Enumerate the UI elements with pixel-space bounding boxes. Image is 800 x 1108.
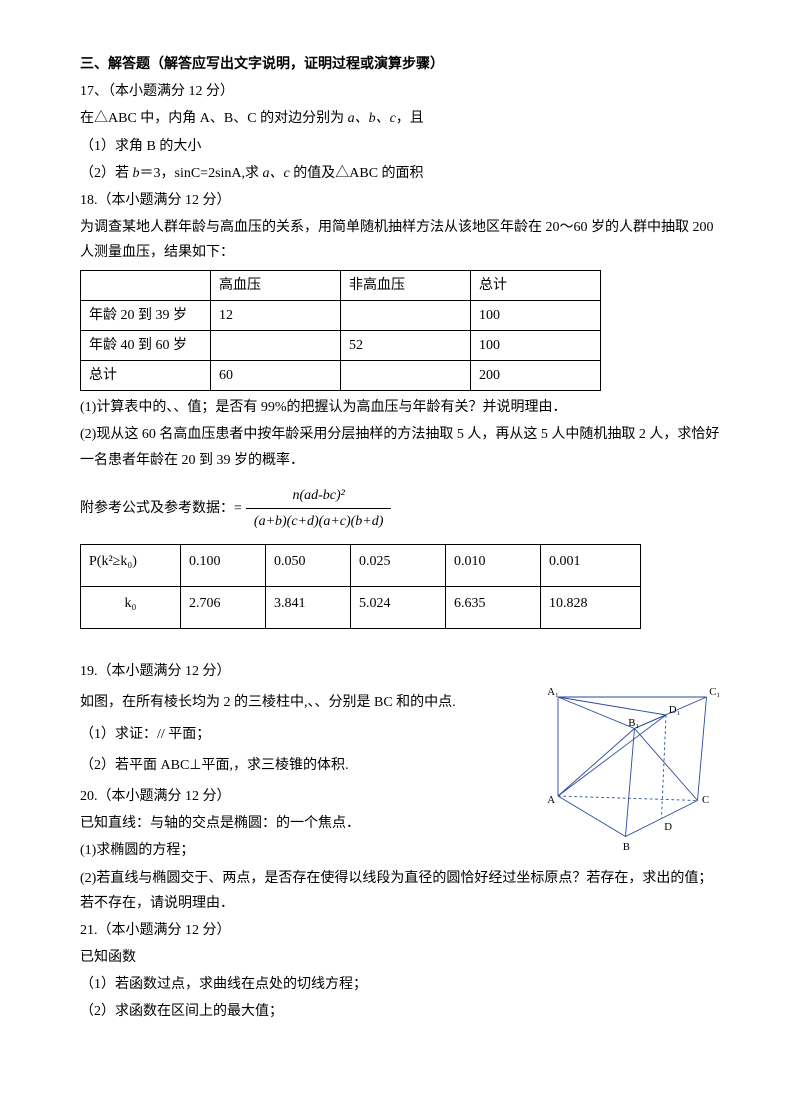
q17-vars: a、b、c — [348, 111, 396, 126]
table-row: 高血压 非高血压 总计 — [81, 270, 601, 300]
table-cell: 12 — [211, 300, 341, 330]
table-cell: 10.828 — [541, 587, 641, 629]
table-row: 总计 60 200 — [81, 361, 601, 391]
table-cell: 0.050 — [266, 545, 351, 587]
label-d: D — [664, 821, 672, 833]
q17-p2-post: 的值及△ABC 的面积 — [290, 166, 424, 181]
label-c: C — [702, 794, 709, 806]
table-cell — [341, 361, 471, 391]
table-cell: 总计 — [471, 270, 601, 300]
prism-diagram: A₁ B₁ C₁ D₁ A B C D — [540, 679, 720, 859]
table-cell: 0.010 — [446, 545, 541, 587]
label-a: A — [547, 794, 555, 806]
table-cell: k₀ — [81, 587, 181, 629]
q21-part1: （1）若函数过点，求曲线在点处的切线方程； — [80, 972, 720, 997]
table-cell: 200 — [471, 361, 601, 391]
table-cell — [341, 300, 471, 330]
q18-reference-table: P(k²≥k₀) 0.100 0.050 0.025 0.010 0.001 k… — [80, 544, 641, 629]
q17-header: 17、（本小题满分 12 分） — [80, 79, 720, 104]
table-cell: 100 — [471, 330, 601, 360]
table-row: k₀ 2.706 3.841 5.024 6.635 10.828 — [81, 587, 641, 629]
q19-intro: 如图，在所有棱长均为 2 的三棱柱中,、、分别是 BC 和的中点. — [80, 690, 500, 715]
q17-part1: （1）求角 B 的大小 — [80, 134, 720, 159]
table-cell: 0.025 — [351, 545, 446, 587]
label-a1: A₁ — [547, 686, 559, 698]
q17-stem: 在△ABC 中，内角 A、B、C 的对边分别为 a、b、c，且 — [80, 106, 720, 131]
table-cell: 非高血压 — [341, 270, 471, 300]
q20-part2: (2)若直线与椭圆交于、两点，是否存在使得以线段为直径的圆恰好经过坐标原点？若存… — [80, 866, 720, 916]
q19-part1: （1）求证：// 平面； — [80, 722, 500, 747]
formula-label: 附参考公式及参考数据：= — [80, 496, 242, 521]
q17-b: b — [133, 166, 140, 181]
table-cell: 3.841 — [266, 587, 351, 629]
q18-data-table: 高血压 非高血压 总计 年龄 20 到 39 岁 12 100 年龄 40 到 … — [80, 270, 601, 392]
formula-numerator: n(ad-bc)² — [246, 483, 392, 509]
label-b1: B₁ — [628, 717, 639, 729]
table-cell: 0.100 — [181, 545, 266, 587]
table-cell — [211, 330, 341, 360]
table-cell: 100 — [471, 300, 601, 330]
table-cell: 年龄 20 到 39 岁 — [81, 300, 211, 330]
q21-intro: 已知函数 — [80, 945, 720, 970]
q18-formula: 附参考公式及参考数据：= n(ad-bc)² (a+b)(c+d)(a+c)(b… — [80, 483, 720, 534]
table-row: 年龄 40 到 60 岁 52 100 — [81, 330, 601, 360]
q19-block: 19.（本小题满分 12 分） 如图，在所有棱长均为 2 的三棱柱中,、、分别是… — [80, 659, 720, 778]
q17-p2-mid: ＝3，sinC=2sinA,求 — [140, 166, 263, 181]
table-cell — [81, 270, 211, 300]
table-cell: 年龄 40 到 60 岁 — [81, 330, 211, 360]
formula-fraction: n(ad-bc)² (a+b)(c+d)(a+c)(b+d) — [246, 483, 392, 534]
table-cell: 高血压 — [211, 270, 341, 300]
q17-ac: a、c — [263, 166, 290, 181]
table-cell: 6.635 — [446, 587, 541, 629]
table-cell: 2.706 — [181, 587, 266, 629]
table-cell: 60 — [211, 361, 341, 391]
table-cell: P(k²≥k₀) — [81, 545, 181, 587]
q17-stem-pre: 在△ABC 中，内角 A、B、C 的对边分别为 — [80, 111, 348, 126]
q19-header: 19.（本小题满分 12 分） — [80, 659, 500, 684]
q19-text: 19.（本小题满分 12 分） 如图，在所有棱长均为 2 的三棱柱中,、、分别是… — [80, 659, 500, 778]
q18-part1: (1)计算表中的、、值；是否有 99%的把握认为高血压与年龄有关？并说明理由． — [80, 395, 720, 420]
q18-intro: 为调查某地人群年龄与高血压的关系，用简单随机抽样方法从该地区年龄在 20～60 … — [80, 215, 720, 265]
table-cell: 0.001 — [541, 545, 641, 587]
table-cell: 总计 — [81, 361, 211, 391]
label-c1: C₁ — [709, 686, 720, 698]
table-row: P(k²≥k₀) 0.100 0.050 0.025 0.010 0.001 — [81, 545, 641, 587]
table-cell: 5.024 — [351, 587, 446, 629]
q21-part2: （2）求函数在区间上的最大值； — [80, 999, 720, 1024]
formula-denominator: (a+b)(c+d)(a+c)(b+d) — [246, 509, 392, 534]
table-cell: 52 — [341, 330, 471, 360]
label-b: B — [623, 841, 630, 853]
q18-header: 18.（本小题满分 12 分） — [80, 188, 720, 213]
q17-part2: （2）若 b＝3，sinC=2sinA,求 a、c 的值及△ABC 的面积 — [80, 161, 720, 186]
q19-part2: （2）若平面 ABC⊥平面,，求三棱锥的体积. — [80, 753, 500, 778]
q21-header: 21.（本小题满分 12 分） — [80, 918, 720, 943]
q18-part2: (2)现从这 60 名高血压患者中按年龄采用分层抽样的方法抽取 5 人，再从这 … — [80, 422, 720, 472]
label-d1: D₁ — [669, 704, 681, 716]
section-heading: 三、解答题（解答应写出文字说明，证明过程或演算步骤） — [80, 52, 720, 77]
q17-stem-post: ，且 — [396, 111, 424, 126]
q17-p2-pre: （2）若 — [80, 166, 133, 181]
table-row: 年龄 20 到 39 岁 12 100 — [81, 300, 601, 330]
